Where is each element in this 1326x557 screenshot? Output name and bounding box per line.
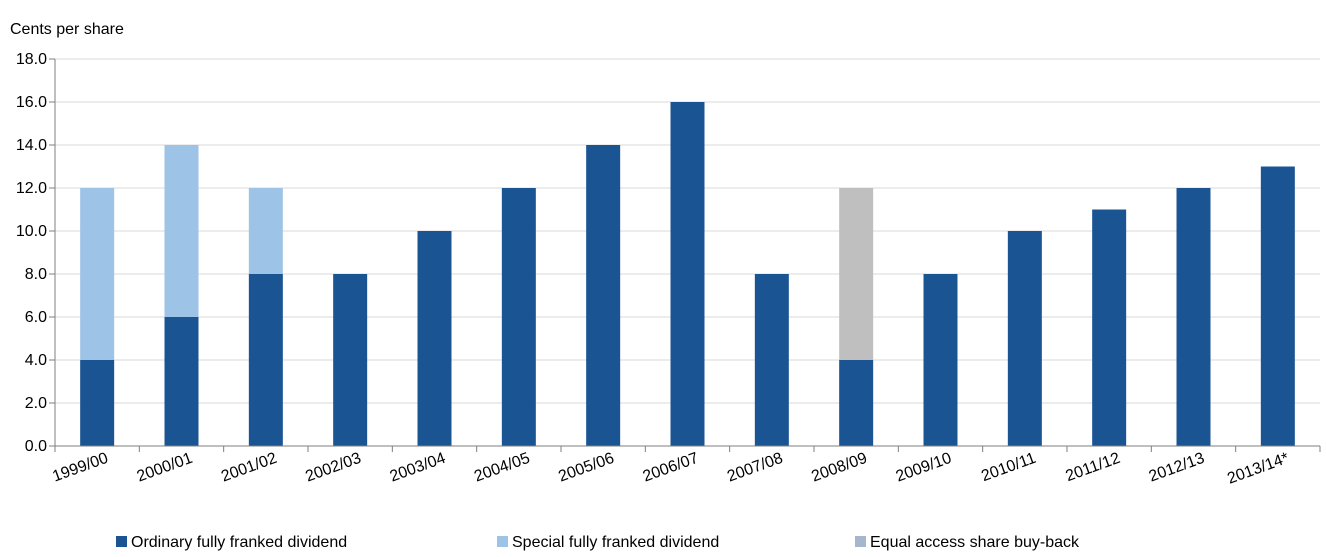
y-tick-label: 14.0 [16,137,47,154]
x-tick-label: 2001/02 [219,450,279,486]
bar-segment [923,274,958,446]
x-axis-ticks: 1999/00 2000/01 2001/02 2002/03 2003/04 2004/… [50,446,1321,488]
legend-label: Special fully franked dividend [512,534,719,551]
bar-segment [839,188,874,360]
legend-swatch [497,536,508,547]
x-tick-label: 1999/00 [50,450,110,486]
y-tick-label: 10.0 [16,223,47,240]
bar-segment [1176,188,1211,446]
x-tick-label: 2000/01 [135,450,195,486]
x-tick-label: 2006/07 [641,450,701,486]
bar-segment [501,188,536,446]
bar-segment [839,360,874,446]
y-tick-label: 4.0 [25,352,47,369]
y-tick-label: 16.0 [16,94,47,111]
x-tick-label: 2010/11 [979,450,1038,485]
x-tick-label: 2002/03 [303,450,363,486]
x-tick-label: 2008/09 [809,450,869,486]
y-tick-label: 0.0 [25,438,47,455]
axes [54,59,1320,447]
y-tick-label: 18.0 [16,51,47,68]
x-tick-label: 2009/10 [894,450,954,486]
y-axis-ticks: 0.0 2.0 4.0 6.0 8.0 10.0 12.0 14.0 16.0 18.0 [16,51,55,455]
x-tick-label: 2004/05 [472,450,532,486]
y-axis-title: Cents per share [10,21,124,38]
bar-segment [754,274,789,446]
bar-segment [417,231,452,446]
legend-swatch [116,536,127,547]
x-tick-label: 2013/14* [1225,450,1291,488]
bar-segment [80,360,115,446]
bar-segment [80,188,115,360]
bar-segment [1260,166,1295,446]
bar-segment [586,145,621,446]
bar-segment [670,102,705,446]
bar-segment [164,145,199,317]
bar-segment [1007,231,1042,446]
bar-segment [164,317,199,446]
x-tick-label: 2007/08 [725,450,785,486]
bar-segment [248,274,283,446]
y-tick-label: 8.0 [25,266,47,283]
bar-segment [333,274,368,446]
legend-label: Ordinary fully franked dividend [131,534,347,551]
y-tick-label: 6.0 [25,309,47,326]
x-tick-label: 2003/04 [388,450,448,486]
x-tick-label: 2012/13 [1147,450,1207,486]
bar-segment [248,188,283,274]
y-tick-label: 2.0 [25,395,47,412]
legend: Ordinary fully franked dividend Special f… [116,534,1080,551]
x-tick-label: 2011/12 [1063,450,1122,485]
y-tick-label: 12.0 [16,180,47,197]
legend-swatch [855,536,866,547]
bar-segment [1092,209,1127,446]
x-tick-label: 2005/06 [556,450,616,486]
bars [80,102,1295,446]
legend-label: Equal access share buy-back [870,534,1080,551]
